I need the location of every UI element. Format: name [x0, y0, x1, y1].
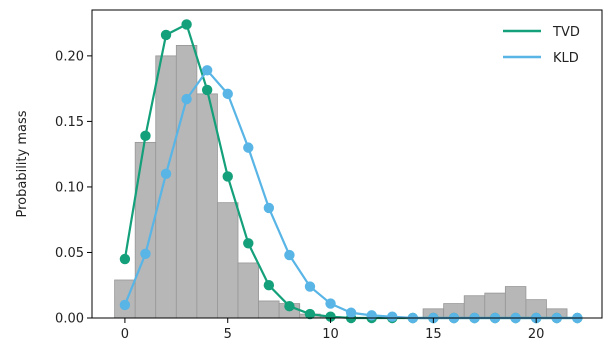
y-tick-label: 0.15 — [55, 115, 84, 130]
histogram-bars — [115, 45, 567, 318]
y-tick-label: 0.00 — [55, 312, 84, 327]
histogram-bar — [238, 263, 259, 318]
x-tick-label: 5 — [224, 327, 232, 342]
legend-label-tvd: TVD — [552, 25, 580, 40]
data-point-kld — [202, 65, 212, 75]
data-point-tvd — [140, 131, 150, 141]
data-point-kld — [366, 310, 376, 320]
data-point-kld — [140, 249, 150, 259]
data-point-kld — [243, 142, 253, 152]
histogram-bar — [217, 203, 238, 318]
data-point-kld — [161, 169, 171, 179]
data-point-tvd — [223, 171, 233, 181]
data-point-tvd — [284, 301, 294, 311]
data-point-tvd — [243, 238, 253, 248]
x-tick-label: 20 — [528, 327, 545, 342]
y-axis-label: Probability mass — [15, 110, 30, 217]
histogram-bar — [176, 45, 197, 318]
data-point-kld — [346, 308, 356, 318]
data-point-kld — [284, 250, 294, 260]
data-point-tvd — [202, 85, 212, 95]
data-point-kld — [223, 89, 233, 99]
histogram-bar — [156, 56, 177, 318]
legend: TVD KLD — [503, 25, 580, 66]
data-point-kld — [264, 203, 274, 213]
data-point-tvd — [264, 280, 274, 290]
y-tick-label: 0.05 — [55, 246, 84, 261]
y-tick-label: 0.10 — [55, 180, 84, 195]
histogram-bar — [197, 94, 218, 318]
data-point-kld — [305, 281, 315, 291]
data-point-kld — [181, 94, 191, 104]
legend-label-kld: KLD — [553, 51, 579, 66]
data-point-kld — [120, 300, 130, 310]
x-tick-label: 15 — [425, 327, 442, 342]
y-tick-label: 0.20 — [55, 49, 84, 64]
data-point-kld — [387, 311, 397, 321]
histogram-bar — [259, 301, 280, 318]
data-point-tvd — [120, 254, 130, 264]
data-point-kld — [325, 298, 335, 308]
x-tick-label: 0 — [121, 327, 129, 342]
x-tick-label: 10 — [322, 327, 339, 342]
data-point-tvd — [161, 30, 171, 40]
data-point-tvd — [181, 19, 191, 29]
